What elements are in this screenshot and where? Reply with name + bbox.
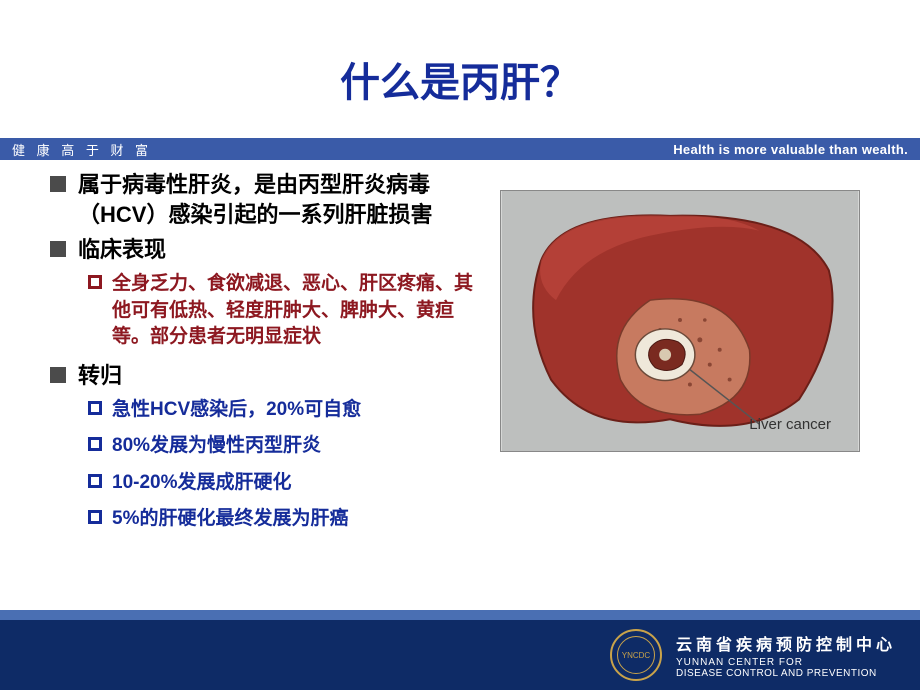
bullet-marker — [88, 275, 102, 289]
bullet-marker — [88, 401, 102, 415]
bullet-text: 急性HCV感染后，20%可自愈 — [112, 397, 361, 424]
slide-title: 什么是丙肝？ — [0, 0, 920, 138]
bullet-level2: 全身乏力、食欲减退、恶心、肝区疼痛、其他可有低热、轻度肝肿大、脾肿大、黄疸等。部… — [88, 271, 480, 351]
banner-right-text: Health is more valuable than wealth. — [673, 142, 908, 157]
bullet-text: 全身乏力、食欲减退、恶心、肝区疼痛、其他可有低热、轻度肝肿大、脾肿大、黄疸等。部… — [112, 271, 480, 351]
bullet-level2: 5%的肝硬化最终发展为肝癌 — [88, 506, 480, 533]
footer-logo: YNCDC — [610, 629, 662, 681]
bullet-level2: 80%发展为慢性丙型肝炎 — [88, 433, 480, 460]
footer-stripe — [0, 610, 920, 620]
banner: 健 康 高 于 财 富 Health is more valuable than… — [0, 138, 920, 160]
image-column: Liver cancer — [500, 170, 880, 543]
bullet-level1: 临床表现 — [50, 235, 480, 265]
footer-org: 云南省疾病预防控制中心 YUNNAN CENTER FOR DISEASE CO… — [676, 631, 896, 679]
bullet-marker — [88, 474, 102, 488]
bullet-level2: 急性HCV感染后，20%可自愈 — [88, 397, 480, 424]
footer-org-en2: DISEASE CONTROL AND PREVENTION — [676, 668, 896, 679]
bullet-level1: 属于病毒性肝炎，是由丙型肝炎病毒（HCV）感染引起的一系列肝脏损害 — [50, 170, 480, 229]
bullet-text: 转归 — [78, 361, 122, 391]
bullet-text: 10-20%发展成肝硬化 — [112, 470, 292, 497]
slide: 什么是丙肝？ 健 康 高 于 财 富 Health is more valuab… — [0, 0, 920, 690]
content-area: 属于病毒性肝炎，是由丙型肝炎病毒（HCV）感染引起的一系列肝脏损害临床表现全身乏… — [0, 160, 920, 543]
bullet-marker — [88, 510, 102, 524]
liver-illustration: Liver cancer — [500, 190, 860, 452]
bullet-level2: 10-20%发展成肝硬化 — [88, 470, 480, 497]
footer-org-en1: YUNNAN CENTER FOR — [676, 657, 896, 668]
footer: YNCDC 云南省疾病预防控制中心 YUNNAN CENTER FOR DISE… — [0, 610, 920, 690]
liver-svg — [501, 191, 859, 451]
bullet-marker — [50, 176, 66, 192]
bullet-marker — [50, 241, 66, 257]
footer-logo-text: YNCDC — [617, 636, 655, 674]
banner-left-text: 健 康 高 于 财 富 — [12, 140, 152, 159]
bullet-marker — [88, 437, 102, 451]
bullet-text: 属于病毒性肝炎，是由丙型肝炎病毒（HCV）感染引起的一系列肝脏损害 — [78, 170, 480, 229]
bullet-marker — [50, 367, 66, 383]
bullet-level1: 转归 — [50, 361, 480, 391]
liver-label: Liver cancer — [749, 416, 831, 433]
bullet-list: 属于病毒性肝炎，是由丙型肝炎病毒（HCV）感染引起的一系列肝脏损害临床表现全身乏… — [50, 170, 480, 543]
footer-org-cn: 云南省疾病预防控制中心 — [676, 631, 896, 655]
bullet-text: 80%发展为慢性丙型肝炎 — [112, 433, 321, 460]
footer-main: YNCDC 云南省疾病预防控制中心 YUNNAN CENTER FOR DISE… — [0, 620, 920, 690]
bullet-text: 临床表现 — [78, 235, 166, 265]
bullet-text: 5%的肝硬化最终发展为肝癌 — [112, 506, 348, 533]
